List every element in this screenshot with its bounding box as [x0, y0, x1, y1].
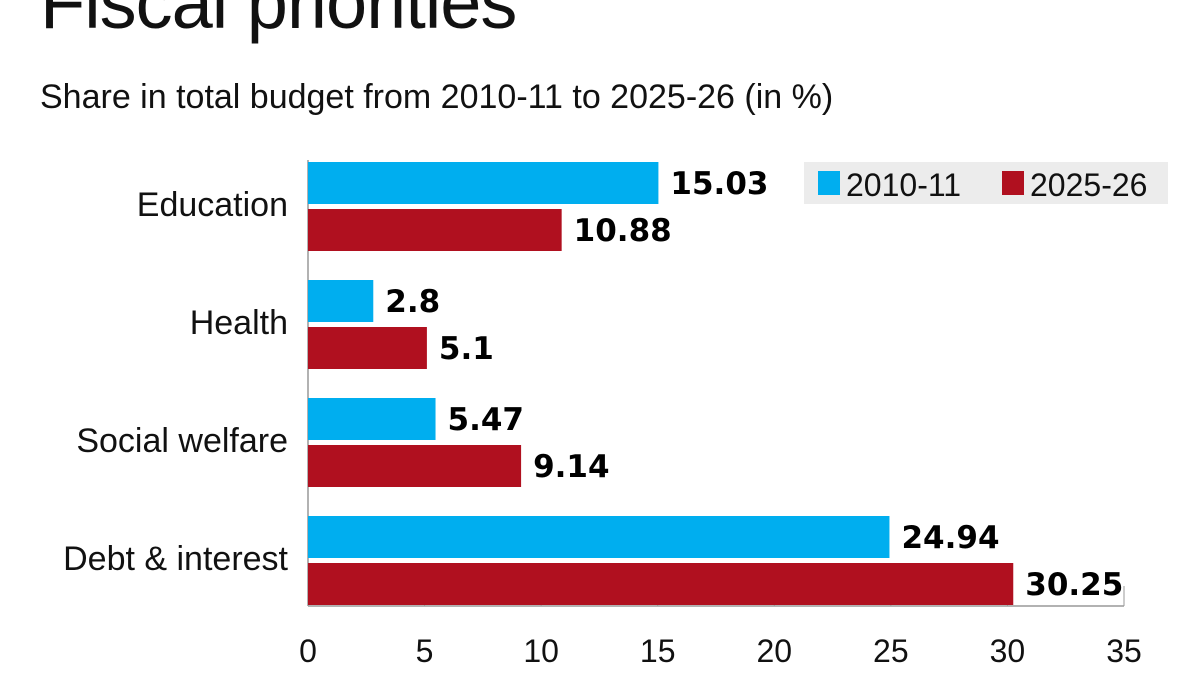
bar-2025-26 — [308, 209, 562, 251]
data-label: 15.03 — [670, 166, 768, 202]
bar-2010-11 — [308, 162, 659, 204]
category-label: Education — [137, 186, 288, 224]
legend-box — [804, 162, 1168, 204]
x-tick-label: 30 — [990, 633, 1026, 669]
category-label: Debt & interest — [63, 540, 288, 578]
data-label: 30.25 — [1025, 567, 1123, 603]
x-tick-label: 15 — [640, 633, 676, 669]
legend-swatch — [1002, 171, 1024, 195]
legend-swatch — [818, 171, 840, 195]
data-label: 9.14 — [533, 449, 610, 485]
data-label: 5.1 — [439, 331, 494, 367]
category-label: Health — [190, 304, 288, 342]
bar-2010-11 — [308, 398, 436, 440]
data-label: 24.94 — [901, 520, 999, 556]
chart-title: Fiscal priorities — [40, 0, 517, 44]
x-tick-label: 35 — [1106, 633, 1142, 669]
data-label: 10.88 — [574, 213, 672, 249]
x-tick-label: 20 — [756, 633, 792, 669]
bar-2025-26 — [308, 327, 427, 369]
category-label: Social welfare — [76, 422, 288, 460]
x-tick-label: 5 — [416, 633, 434, 669]
x-tick-label: 10 — [523, 633, 559, 669]
data-label: 2.8 — [385, 284, 440, 320]
legend-label: 2025-26 — [1030, 167, 1147, 203]
bar-2010-11 — [308, 280, 374, 322]
x-tick-label: 0 — [299, 633, 317, 669]
bar-2025-26 — [308, 563, 1014, 605]
bar-2010-11 — [308, 516, 890, 558]
legend-label: 2010-11 — [846, 167, 961, 203]
bar-2025-26 — [308, 445, 522, 487]
data-label: 5.47 — [448, 402, 525, 438]
chart-subtitle: Share in total budget from 2010-11 to 20… — [40, 78, 834, 116]
x-tick-label: 25 — [873, 633, 909, 669]
